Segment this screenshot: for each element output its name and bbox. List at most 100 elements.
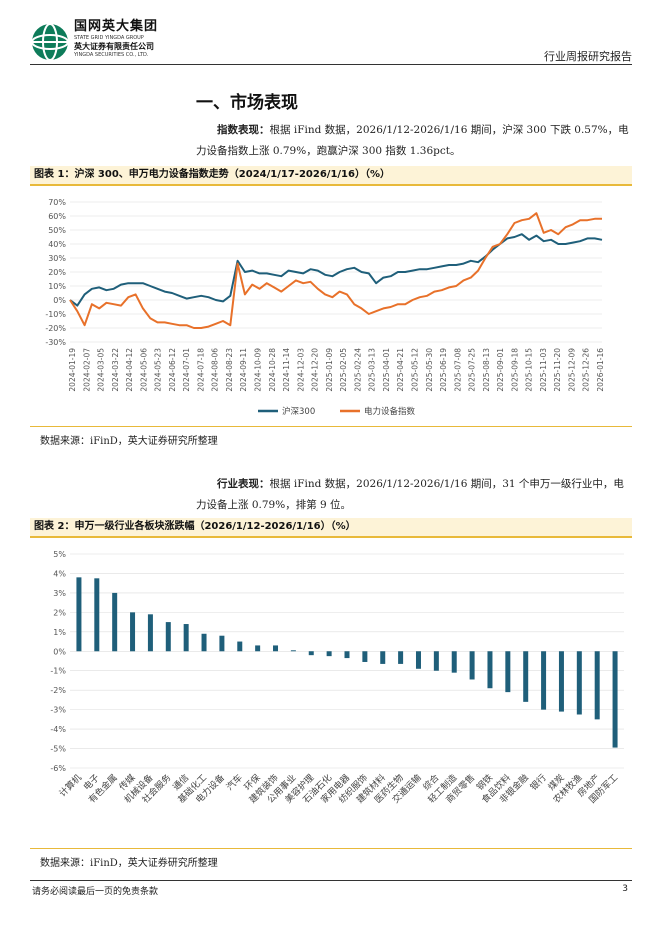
x-tick-label: 2025-08-13 [482,348,491,392]
x-tick-label: 2025-09-01 [496,348,505,392]
x-tick-label: 2024-05-23 [154,348,163,392]
x-tick-label: 2024-01-19 [68,348,77,392]
x-tick-label: 2024-02-07 [82,348,91,392]
x-tick-label: 2024-04-12 [125,348,134,392]
category-label: 汽车 [224,772,245,793]
y-tick-label: 70% [48,198,66,207]
bar [415,651,421,669]
x-tick-label: 2026-01-16 [596,348,605,392]
x-tick-label: 2024-11-14 [282,348,291,392]
index-performance-lead: 指数表现： [217,124,270,136]
industry-performance-text: 根据 iFind 数据，2026/1/12-2026/1/16 期间，31 个申… [196,478,624,511]
y-tick-label: -20% [45,324,66,333]
figure1-title: 图表 1：沪深 300、申万电力设备指数走势（2024/1/17-2026/1/… [30,166,632,184]
x-tick-label: 2024-10-09 [254,348,263,392]
x-tick-label: 2024-03-22 [111,348,120,392]
y-tick-label: 0% [53,647,66,656]
bar [433,651,439,671]
x-tick-label: 2024-07-01 [182,348,191,392]
y-tick-label: -3% [50,706,66,715]
footer-divider [30,880,632,881]
x-tick-label: 2025-10-15 [525,348,534,392]
y-tick-label: -5% [50,745,66,754]
x-tick-label: 2024-08-06 [211,348,220,392]
y-tick-label: -10% [45,310,66,319]
y-tick-label: 2% [53,608,66,617]
bar [290,650,296,652]
bar [469,651,475,680]
bar [255,645,261,652]
bar [308,651,314,656]
bar [130,612,136,652]
x-tick-label: 2025-04-01 [382,348,391,392]
bar [183,624,189,652]
x-tick-label: 2024-12-20 [311,348,320,392]
bar [112,592,118,652]
index-performance-text: 根据 iFind 数据，2026/1/12-2026/1/16 期间，沪深 30… [196,124,629,157]
y-tick-label: 40% [48,240,66,249]
y-tick-label: -4% [50,725,66,734]
x-tick-label: 2024-05-06 [139,348,148,392]
x-tick-label: 2025-11-20 [553,348,562,392]
page-header: 国网英大集团 STATE GRID YINGDA GROUP 英大证券有限责任公… [30,20,632,63]
y-tick-label: 20% [48,268,66,277]
bar [541,651,547,710]
y-tick-label: 60% [48,212,66,221]
bar [576,651,582,715]
industry-performance-paragraph: 行业表现：根据 iFind 数据，2026/1/12-2026/1/16 期间，… [196,474,632,516]
bar [147,614,153,652]
figure1-rule [30,184,632,186]
bar [594,651,600,720]
figure1-bottom-rule [30,426,632,427]
hs300-series-line [69,233,603,307]
x-tick-label: 2025-11-03 [539,348,548,392]
company-logo-text: 国网英大集团 STATE GRID YINGDA GROUP 英大证券有限责任公… [74,20,158,58]
y-tick-label: -1% [50,667,66,676]
line-chart: -30% -20% -10% 0% 10% 20% 30% 40% 50% 60% 70% 2024-… [45,198,605,417]
logo-company-name-en: YINGDA SECURITIES CO., LTD. [74,52,149,58]
bar [505,651,511,693]
x-tick-label: 2025-12-09 [567,348,576,392]
x-tick-label: 2025-09-18 [510,348,519,392]
y-tick-label: -6% [50,764,66,773]
x-tick-label: 2025-02-05 [339,348,348,392]
x-tick-label: 2025-05-30 [425,348,434,392]
bar [237,641,243,652]
bar [94,578,100,652]
bar [201,633,207,652]
figure2-rule [30,536,632,538]
x-tick-label: 2024-06-12 [168,348,177,392]
bar [523,651,529,702]
bar-chart: -6%-5%-4%-3%-2%-1%0%1%2%3%4%5%计算机电子有色金属传… [50,550,624,806]
bar [398,651,404,664]
page-number: 3 [622,884,628,894]
bar [344,651,350,659]
x-tick-label: 2025-06-19 [439,348,448,392]
logo-group-name-en: STATE GRID YINGDA GROUP [74,35,144,41]
y-tick-label: 3% [53,589,66,598]
y-tick-label: 10% [48,282,66,291]
bar [487,651,493,689]
industry-performance-lead: 行业表现： [217,478,270,490]
y-tick-label: 0% [53,296,66,305]
logo-group-name: 国网英大集团 [74,19,159,34]
index-performance-paragraph: 指数表现：根据 iFind 数据，2026/1/12-2026/1/16 期间，… [196,120,632,162]
logo-company-name: 英大证券有限责任公司 [74,42,154,51]
figure2-source: 数据来源：iFinD，英大证券研究所整理 [40,858,218,869]
header-divider [30,64,632,65]
x-tick-label: 2024-12-03 [296,348,305,392]
bar [326,651,332,657]
y-tick-label: 1% [53,628,66,637]
y-tick-label: 50% [48,226,66,235]
x-tick-label: 2025-03-13 [368,348,377,392]
bar [380,651,386,664]
figure2-bottom-rule [30,848,632,849]
figure1-source: 数据来源：iFinD，英大证券研究所整理 [40,436,218,447]
x-tick-label: 2024-03-05 [97,348,106,392]
bar [76,577,82,652]
bar [558,651,564,712]
x-tick-label: 2025-04-21 [396,348,405,392]
footer-disclaimer: 请务必阅读最后一页的免责条款 [32,887,159,897]
x-tick-label: 2025-07-08 [453,348,462,392]
state-grid-logo-icon [31,23,69,61]
